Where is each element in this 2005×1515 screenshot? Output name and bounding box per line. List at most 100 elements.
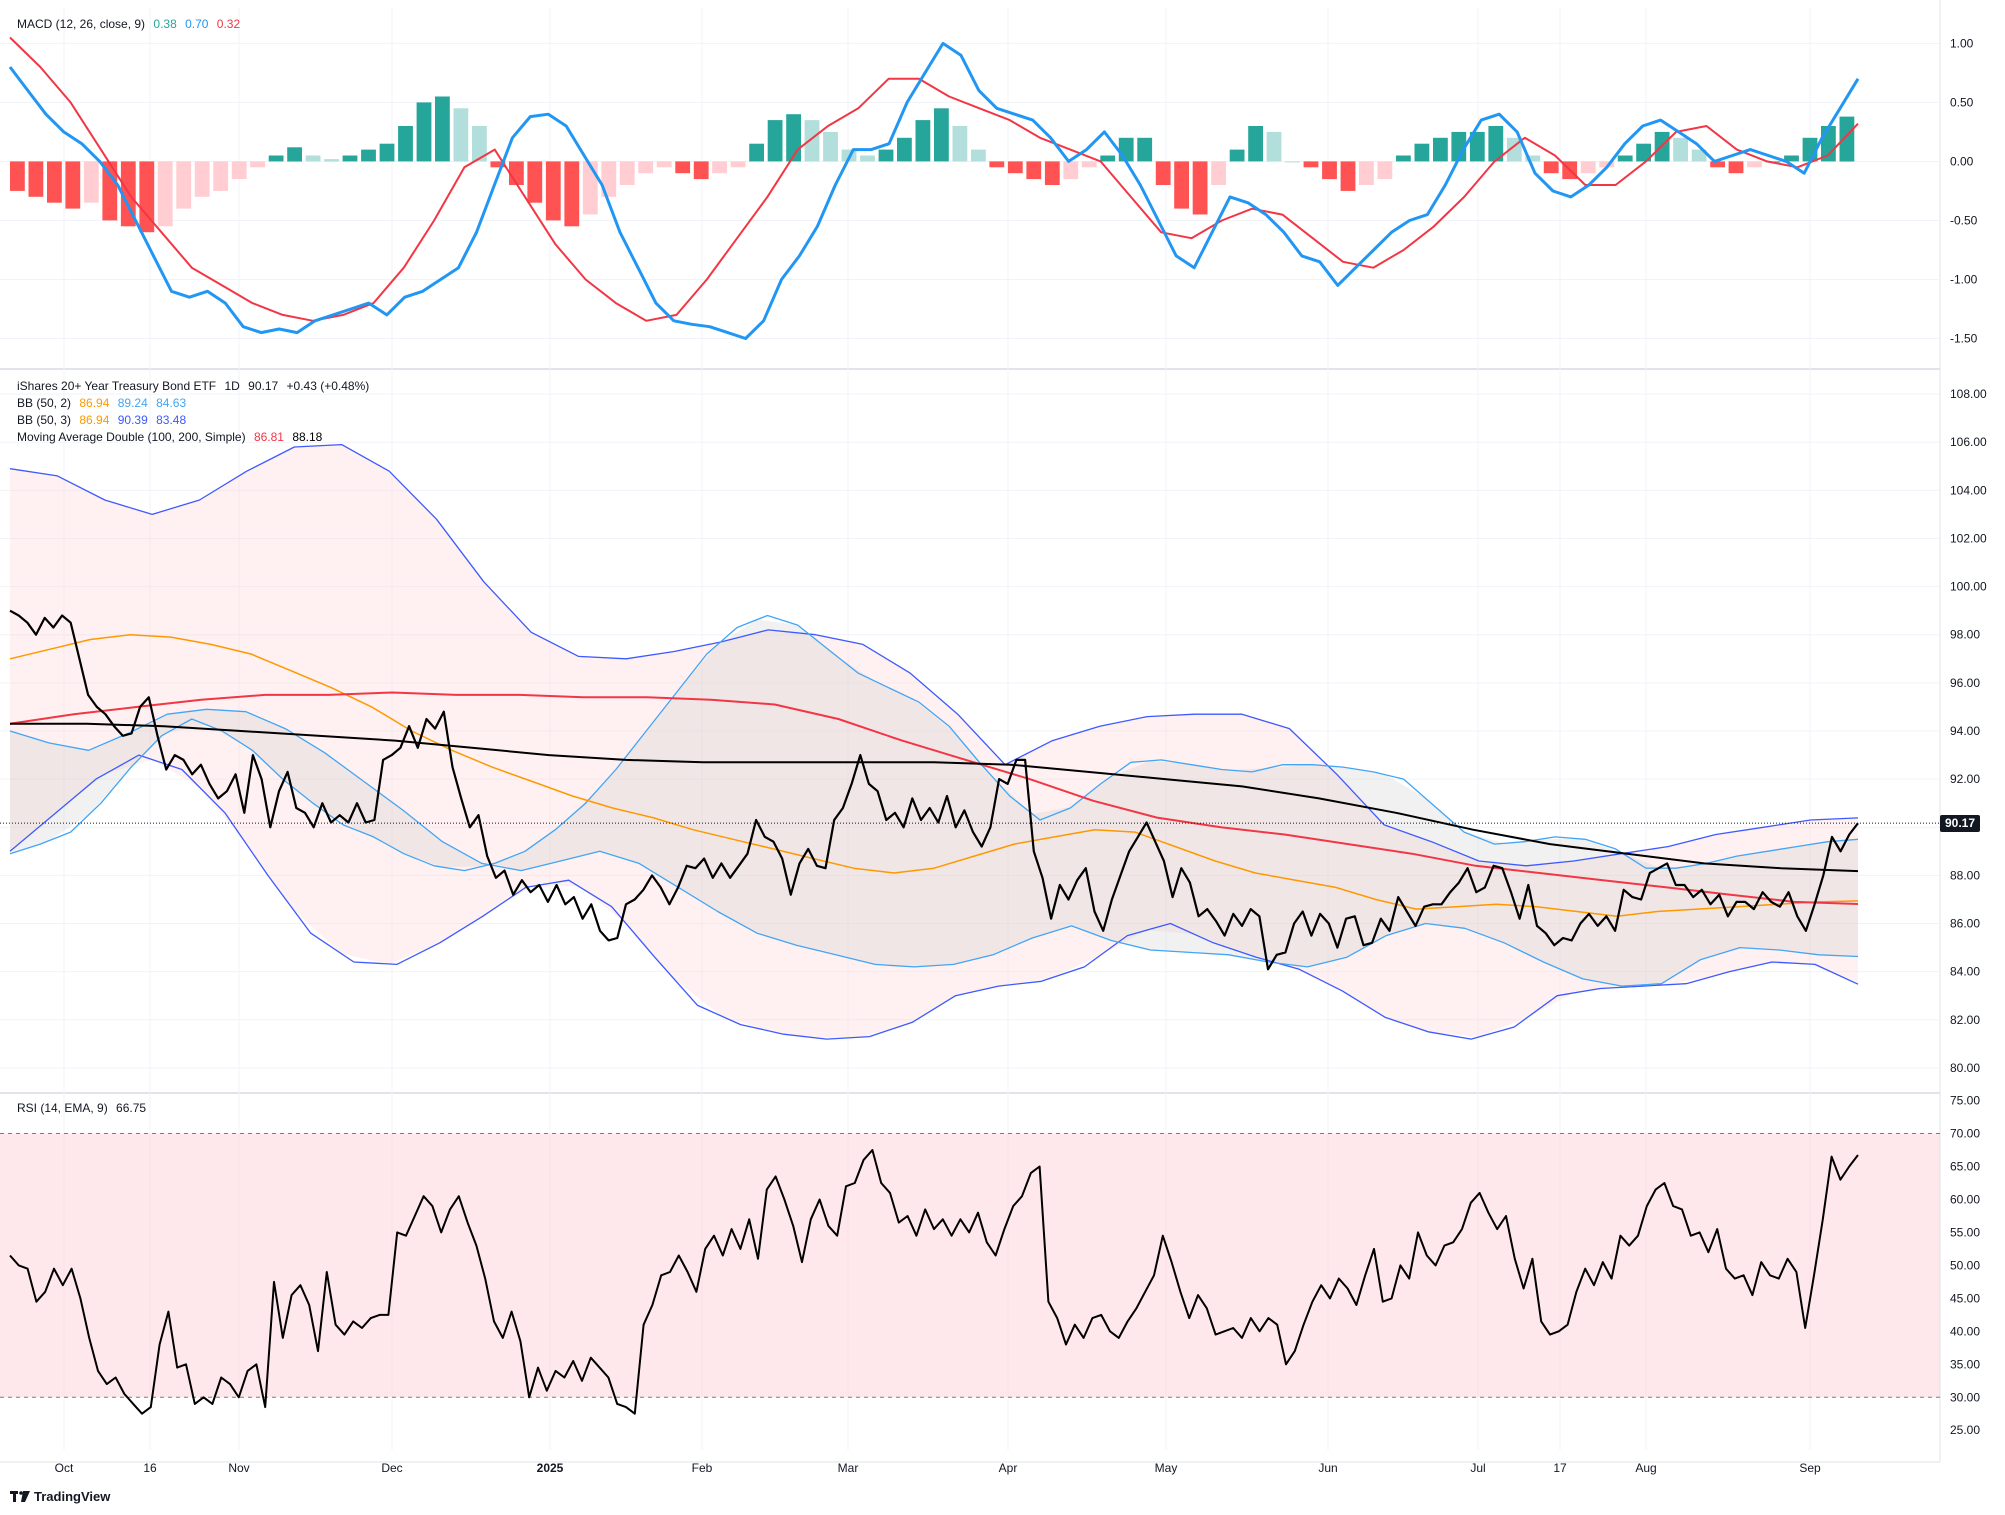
macd-histogram-bar bbox=[1691, 149, 1707, 162]
macd-histogram-bar bbox=[1525, 155, 1541, 162]
macd-histogram-bar bbox=[1322, 161, 1337, 180]
price-axis-label: 86.00 bbox=[1950, 917, 1980, 931]
macd-histogram-bar bbox=[287, 147, 302, 162]
bb2-label: BB (50, 2) bbox=[17, 396, 72, 410]
x-tick-label: Jul bbox=[1470, 1461, 1485, 1475]
macd-histogram-bar bbox=[1396, 155, 1411, 162]
macd-histogram-bar bbox=[601, 161, 617, 197]
macd-histogram-bar bbox=[361, 149, 376, 162]
price-axis-label: 98.00 bbox=[1950, 628, 1980, 642]
macd-histogram-bar bbox=[1636, 143, 1651, 162]
bb3-fill bbox=[10, 444, 1858, 1038]
macd-histogram-bar bbox=[564, 161, 580, 227]
tradingview-logo[interactable]: TradingView bbox=[10, 1489, 110, 1504]
macd-histogram-bar bbox=[1839, 116, 1855, 162]
macd-histogram-bar bbox=[10, 161, 25, 191]
bb3-lower-line bbox=[9, 754, 1859, 1040]
rsi-axis-label: 75.00 bbox=[1950, 1094, 1980, 1108]
macd-histogram-bar bbox=[1155, 161, 1171, 185]
ma100-line bbox=[9, 691, 1859, 905]
x-tick-label: 2025 bbox=[537, 1461, 564, 1475]
x-tick-label: Sep bbox=[1799, 1461, 1821, 1475]
macd-histogram-bar bbox=[1211, 161, 1226, 185]
macd-histogram-bar bbox=[472, 126, 487, 162]
macd-histogram-bar bbox=[527, 161, 543, 203]
bb-basis-line bbox=[9, 633, 1859, 918]
macd-histogram-bar bbox=[860, 155, 875, 162]
macd-histogram-bar bbox=[675, 161, 691, 174]
macd-histogram-bar bbox=[1266, 131, 1282, 162]
macd-axis-label: -0.50 bbox=[1950, 213, 1978, 227]
rsi-legend: RSI (14, EMA, 9) 66.75 bbox=[17, 1100, 151, 1117]
rsi-label: RSI (14, EMA, 9) bbox=[17, 1101, 108, 1115]
macd-histogram-bar bbox=[1303, 161, 1319, 168]
rsi-axis-label: 25.00 bbox=[1950, 1423, 1980, 1437]
macd-histogram-bar bbox=[749, 143, 764, 162]
macd-histogram-bar bbox=[1081, 161, 1097, 168]
x-tick-label: Jun bbox=[1318, 1461, 1337, 1475]
macd-histogram-bar bbox=[1007, 161, 1023, 174]
rsi-axis-label: 45.00 bbox=[1950, 1291, 1980, 1305]
bb2-lower-line bbox=[9, 708, 1859, 987]
rsi-axis-label: 60.00 bbox=[1950, 1192, 1980, 1206]
macd-histogram-bar bbox=[250, 161, 265, 168]
macd-histogram-bar bbox=[1784, 155, 1799, 162]
macd-hist-value: 0.38 bbox=[153, 17, 177, 31]
macd-histogram-bar bbox=[823, 131, 838, 162]
macd-histogram-bar bbox=[231, 161, 247, 180]
bb2-lower: 84.63 bbox=[156, 396, 187, 410]
bb3-upper-line bbox=[9, 443, 1859, 867]
symbol-change: +0.43 (+0.48%) bbox=[286, 379, 370, 393]
macd-histogram-bar bbox=[1100, 155, 1116, 162]
price-axis-label: 84.00 bbox=[1950, 965, 1980, 979]
price-axis-label: 92.00 bbox=[1950, 772, 1980, 786]
macd-histogram-bar bbox=[1063, 161, 1079, 180]
ma200-line bbox=[10, 722, 1859, 873]
x-tick-label: Nov bbox=[228, 1461, 249, 1475]
symbol-price: 90.17 bbox=[248, 379, 279, 393]
x-tick-label: Dec bbox=[381, 1461, 402, 1475]
macd-histogram-bar bbox=[47, 161, 62, 203]
macd-histogram-bar bbox=[435, 96, 450, 162]
macd-histogram-bar bbox=[582, 161, 598, 215]
macd-histogram-bar bbox=[989, 161, 1005, 168]
macd-histogram-bar bbox=[1580, 161, 1596, 174]
rsi-axis-label: 65.00 bbox=[1950, 1160, 1980, 1174]
price-axis-label: 82.00 bbox=[1950, 1013, 1980, 1027]
macd-axis-label: 0.00 bbox=[1950, 154, 1974, 168]
symbol-name: iShares 20+ Year Treasury Bond ETF bbox=[17, 379, 217, 393]
macd-histogram-bar bbox=[379, 143, 395, 162]
macd-legend: MACD (12, 26, close, 9) 0.38 0.70 0.32 bbox=[17, 16, 245, 33]
macd-histogram-bar bbox=[1488, 126, 1504, 162]
bb2-upper: 89.24 bbox=[117, 396, 148, 410]
rsi-axis-label: 50.00 bbox=[1950, 1258, 1980, 1272]
macd-histogram-bar bbox=[1174, 161, 1189, 209]
macd-histogram-bar bbox=[1747, 161, 1762, 168]
rsi-axis-label: 35.00 bbox=[1950, 1357, 1980, 1371]
price-axis-label: 104.00 bbox=[1950, 483, 1987, 497]
macd-histogram-bar bbox=[1710, 161, 1725, 168]
x-tick-label: Aug bbox=[1635, 1461, 1656, 1475]
macd-line-value: 0.70 bbox=[185, 17, 209, 31]
tradingview-icon bbox=[10, 1491, 30, 1502]
macd-histogram-bar bbox=[1469, 131, 1485, 162]
macd-histogram-bar bbox=[712, 161, 727, 174]
macd-histogram-bar bbox=[730, 161, 746, 168]
macd-histogram-bar bbox=[305, 155, 321, 162]
macd-histogram-bar bbox=[1026, 161, 1042, 180]
bb3-label: BB (50, 3) bbox=[17, 413, 72, 427]
macd-histogram-bar bbox=[915, 120, 931, 162]
macd-histogram-bar bbox=[65, 161, 81, 209]
price-axis-label: 88.00 bbox=[1950, 868, 1980, 882]
rsi-band-fill bbox=[0, 1133, 1940, 1398]
bb2-upper-line bbox=[9, 614, 1859, 872]
macd-histogram-bar bbox=[767, 120, 783, 162]
symbol-interval: 1D bbox=[224, 379, 240, 393]
macd-histogram-bar bbox=[1433, 137, 1448, 162]
symbol-legend: iShares 20+ Year Treasury Bond ETF 1D 90… bbox=[17, 378, 374, 395]
bb3-upper: 90.39 bbox=[117, 413, 148, 427]
x-tick-label: May bbox=[1155, 1461, 1178, 1475]
macd-histogram-bar bbox=[1137, 137, 1153, 162]
bb3-legend: BB (50, 3) 86.94 90.39 83.48 bbox=[17, 412, 191, 429]
